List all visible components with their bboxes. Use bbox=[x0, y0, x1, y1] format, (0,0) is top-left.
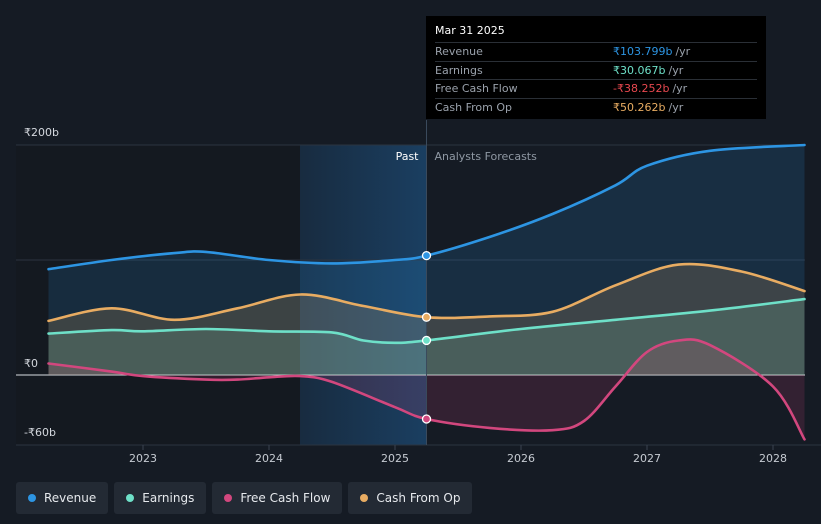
cash-from-op-marker bbox=[421, 312, 432, 322]
legend-dot-icon bbox=[126, 494, 135, 502]
legend-label: Free Cash Flow bbox=[240, 491, 331, 505]
tooltip-unit: /yr bbox=[672, 82, 688, 96]
forecast-label: Analysts Forecasts bbox=[435, 150, 538, 163]
earnings-area bbox=[48, 299, 805, 375]
x-tick-label: 2023 bbox=[129, 452, 157, 465]
tooltip-row-cash-from-op: Cash From Op ₹50.262b /yr bbox=[435, 97, 757, 117]
legend-item-earnings[interactable]: Earnings bbox=[114, 482, 207, 514]
legend-item-free-cash-flow[interactable]: Free Cash Flow bbox=[212, 482, 343, 514]
tooltip-label: Free Cash Flow bbox=[435, 82, 518, 96]
earnings-marker bbox=[421, 335, 432, 346]
y-tick-label: ₹200b bbox=[24, 126, 59, 139]
y-tick-label: -₹60b bbox=[24, 426, 56, 439]
legend-label: Cash From Op bbox=[376, 491, 461, 505]
chart: ₹200b ₹0 -₹60b Past Analysts Forecasts 2… bbox=[16, 120, 821, 465]
legend-item-cash-from-op[interactable]: Cash From Op bbox=[348, 482, 473, 514]
tooltip-label: Cash From Op bbox=[435, 100, 513, 114]
x-tick-label: 2027 bbox=[633, 452, 661, 465]
legend-dot-icon bbox=[28, 494, 36, 502]
series-markers bbox=[421, 250, 432, 424]
x-axis: 2023 2024 2025 2026 2027 2028 bbox=[129, 445, 787, 465]
legend: Revenue Earnings Free Cash Flow Cash Fro… bbox=[16, 482, 473, 514]
x-tick-label: 2028 bbox=[759, 452, 787, 465]
tooltip-label: Revenue bbox=[435, 45, 483, 59]
tooltip-value: ₹50.262b bbox=[613, 100, 666, 114]
legend-dot-icon bbox=[224, 494, 233, 502]
x-tick-label: 2024 bbox=[255, 452, 283, 465]
earnings-line bbox=[47, 297, 806, 345]
past-label: Past bbox=[396, 150, 420, 163]
tooltip-row-revenue: Revenue ₹103.799b /yr bbox=[435, 42, 757, 61]
legend-label: Earnings bbox=[142, 491, 195, 505]
legend-dot-icon bbox=[360, 494, 369, 502]
legend-label: Revenue bbox=[44, 491, 97, 505]
free-cash-flow-marker bbox=[421, 414, 432, 424]
tooltip-value: ₹103.799b bbox=[613, 45, 673, 59]
y-tick-label: ₹0 bbox=[24, 357, 38, 370]
legend-item-revenue[interactable]: Revenue bbox=[16, 482, 109, 514]
tooltip-value: ₹30.067b bbox=[613, 63, 666, 77]
tooltip-value: -₹38.252b bbox=[613, 82, 670, 96]
tooltip-label: Earnings bbox=[435, 63, 483, 77]
x-tick-label: 2026 bbox=[507, 452, 535, 465]
tooltip-unit: /yr bbox=[675, 45, 691, 59]
tooltip: Mar 31 2025 Revenue ₹103.799b /yr Earnin… bbox=[426, 16, 766, 119]
revenue-line bbox=[47, 143, 806, 271]
tooltip-date: Mar 31 2025 bbox=[435, 24, 505, 37]
revenue-marker bbox=[421, 250, 432, 261]
x-tick-label: 2025 bbox=[381, 452, 409, 465]
tooltip-unit: /yr bbox=[668, 63, 684, 77]
tooltip-unit: /yr bbox=[668, 100, 684, 114]
tooltip-row-earnings: Earnings ₹30.067b /yr bbox=[435, 60, 757, 80]
grid bbox=[16, 144, 821, 446]
tooltip-row-free-cash-flow: Free Cash Flow -₹38.252b /yr bbox=[435, 79, 757, 98]
past-region-dark bbox=[16, 145, 300, 445]
